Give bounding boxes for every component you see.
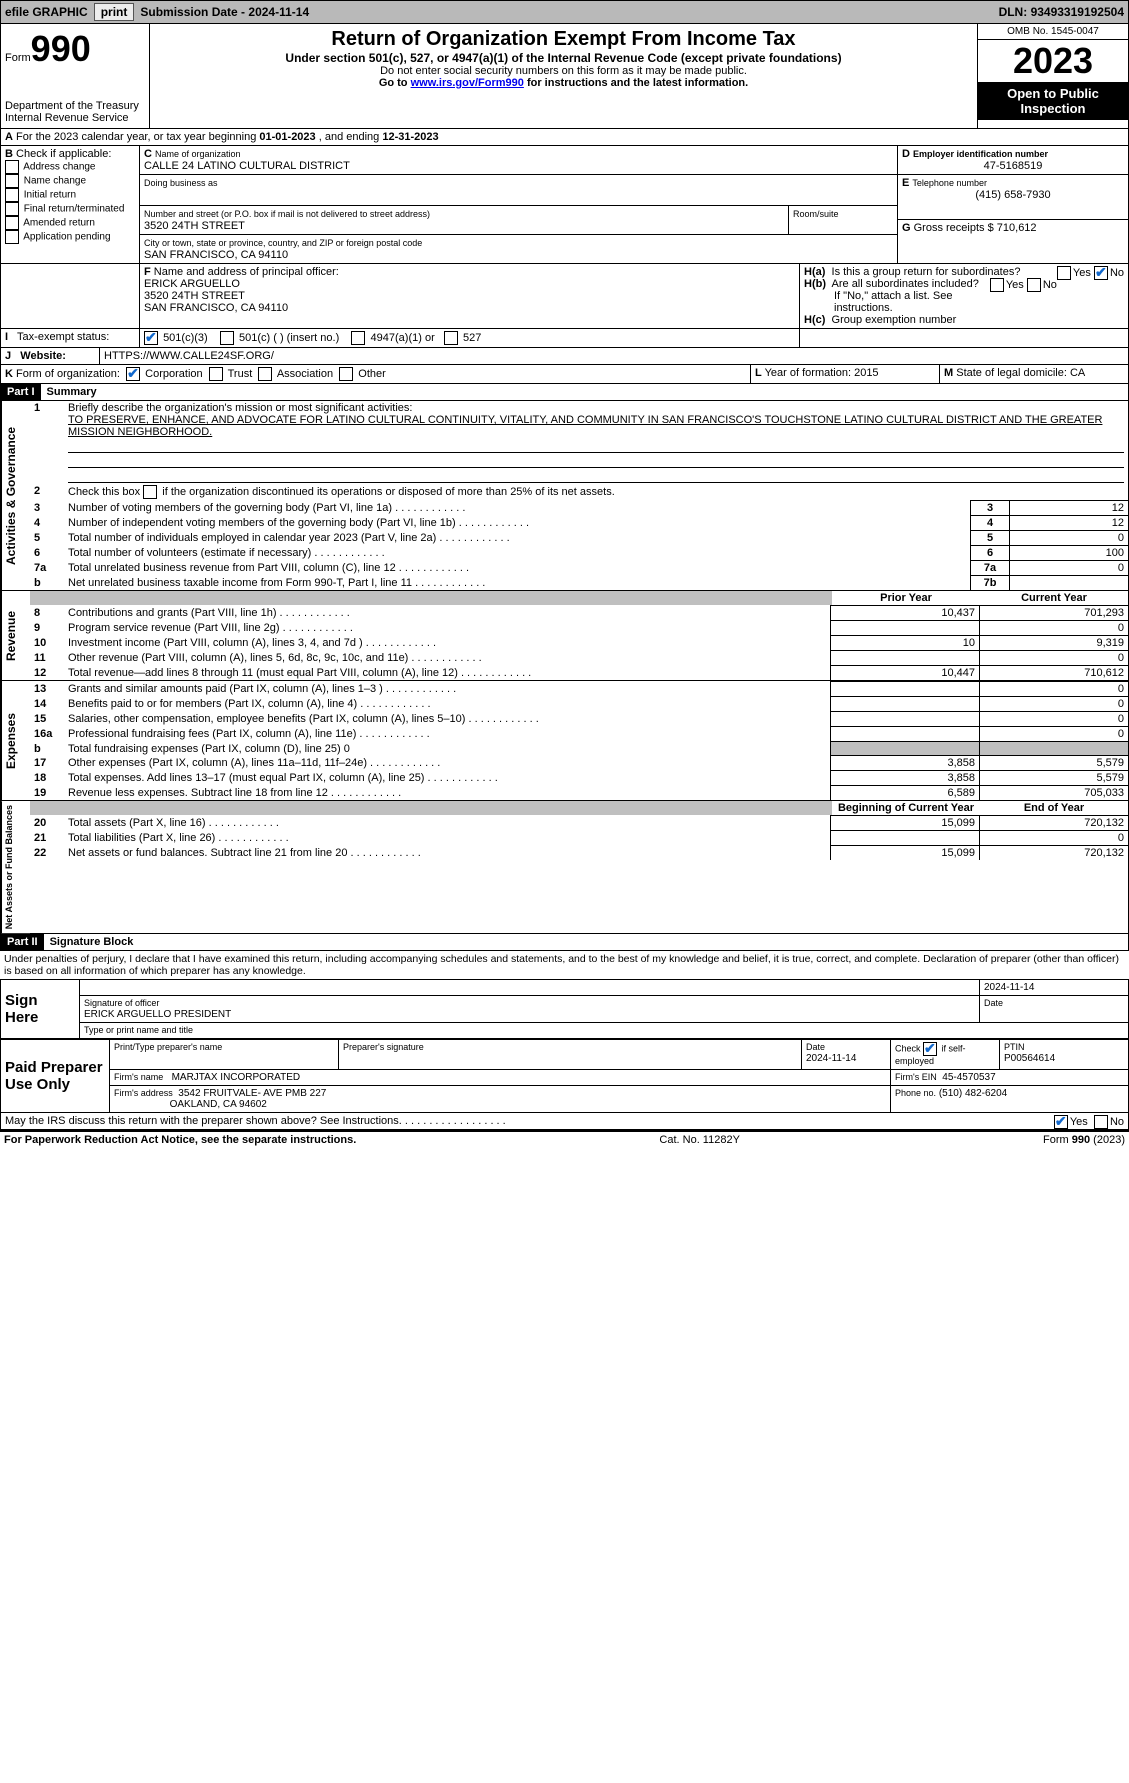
signature-table: Sign Here 2024-11-14 Signature of office… [0,979,1129,1039]
checkbox-amended-return[interactable]: Amended return [5,216,135,230]
checkbox-initial-return[interactable]: Initial return [5,188,135,202]
section-bcdefg: B Check if applicable: Address change Na… [0,146,1129,264]
firm-address: 3542 FRUITVALE- AVE PMB 227 [178,1088,326,1099]
subtitle: Under section 501(c), 527, or 4947(a)(1)… [154,51,973,65]
discontinued-checkbox[interactable] [143,485,157,499]
section-a: A For the 2023 calendar year, or tax yea… [0,129,1129,146]
ptin: P00564614 [1004,1053,1055,1064]
501c-checkbox[interactable] [220,331,234,345]
end-year-header: End of Year [980,801,1128,815]
section-klm: K Form of organization: Corporation Trus… [0,365,1129,384]
expenses-section: Expenses 13Grants and similar amounts pa… [0,681,1129,801]
ssn-note: Do not enter social security numbers on … [154,65,973,77]
ha-yes-checkbox[interactable] [1057,266,1071,280]
assoc-checkbox[interactable] [258,367,272,381]
irs-label: Internal Revenue Service [5,112,145,124]
discuss-yes-checkbox[interactable] [1054,1115,1068,1129]
section-i: I Tax-exempt status: 501(c)(3) 501(c) ( … [0,329,1129,348]
topbar: efile GRAPHIC print Submission Date - 20… [0,0,1129,24]
check-applicable: Check if applicable: [16,148,111,160]
self-employed-checkbox[interactable] [923,1042,937,1056]
other-checkbox[interactable] [339,367,353,381]
dept-treasury: Department of the Treasury [5,100,145,112]
section-fh: F Name and address of principal officer:… [0,264,1129,329]
goto-note: Go to www.irs.gov/Form990 for instructio… [154,77,973,89]
firm-ein: 45-4570537 [942,1072,995,1083]
main-title: Return of Organization Exempt From Incom… [154,28,973,51]
form-footer-label: Form 990 (2023) [1043,1134,1125,1146]
ein: 47-5168519 [902,160,1124,172]
tax-year: 2023 [978,40,1128,82]
print-button[interactable]: print [94,3,135,21]
ha-no-checkbox[interactable] [1094,266,1108,280]
form-header: Form990 Department of the Treasury Inter… [0,24,1129,129]
revenue-label: Revenue [1,591,30,680]
4947-checkbox[interactable] [351,331,365,345]
sig-date: 2024-11-14 [980,980,1129,996]
corp-checkbox[interactable] [126,367,140,381]
revenue-section: Revenue Prior YearCurrent Year 8Contribu… [0,591,1129,681]
form-label: Form [5,52,31,64]
mission-text: TO PRESERVE, ENHANCE, AND ADVOCATE FOR L… [68,414,1102,438]
501c3-checkbox[interactable] [144,331,158,345]
officer-signature-name: ERICK ARGUELLO PRESIDENT [84,1009,231,1020]
city-state-zip: SAN FRANCISCO, CA 94110 [144,249,288,261]
part-i-header: Part ISummary [0,384,1129,401]
hb-yes-checkbox[interactable] [990,278,1004,292]
state-domicile: CA [1070,367,1085,379]
website-url[interactable]: HTTPS://WWW.CALLE24SF.ORG/ [100,348,1128,364]
dln: DLN: 93493319192504 [995,5,1128,19]
checkbox-final-return-terminated[interactable]: Final return/terminated [5,202,135,216]
hb-no-checkbox[interactable] [1027,278,1041,292]
sign-here-label: Sign Here [1,980,80,1039]
prior-year-header: Prior Year [832,591,980,605]
street-address: 3520 24TH STREET [144,220,245,232]
page-footer: For Paperwork Reduction Act Notice, see … [0,1130,1129,1148]
org-name: CALLE 24 LATINO CULTURAL DISTRICT [144,160,350,172]
current-year-header: Current Year [980,591,1128,605]
open-to-public: Open to Public Inspection [978,82,1128,120]
discuss-no-checkbox[interactable] [1094,1115,1108,1129]
form-number: 990 [31,28,91,69]
checkbox-list: Address change Name change Initial retur… [5,160,135,244]
checkbox-name-change[interactable]: Name change [5,174,135,188]
activities-label: Activities & Governance [1,401,30,590]
beginning-year-header: Beginning of Current Year [832,801,980,815]
firm-phone: (510) 482-6204 [939,1088,1007,1099]
part-ii-header: Part IISignature Block [0,934,1129,951]
telephone: (415) 658-7930 [902,189,1124,201]
irs-link[interactable]: www.irs.gov/Form990 [411,77,524,89]
firm-name: MARJTAX INCORPORATED [172,1072,301,1083]
expenses-label: Expenses [1,681,30,800]
preparer-table: Paid Preparer Use Only Print/Type prepar… [0,1039,1129,1113]
paid-preparer-label: Paid Preparer Use Only [1,1040,110,1113]
gross-receipts: 710,612 [997,222,1037,234]
section-j: J Website: HTTPS://WWW.CALLE24SF.ORG/ [0,348,1129,365]
submission-date: Submission Date - 2024-11-14 [136,5,313,19]
efile-label: efile GRAPHIC [1,5,92,19]
527-checkbox[interactable] [444,331,458,345]
year-formation: 2015 [854,367,878,379]
omb-number: OMB No. 1545-0047 [978,24,1128,40]
officer-name: ERICK ARGUELLO [144,278,240,290]
net-assets-section: Net Assets or Fund Balances Beginning of… [0,801,1129,934]
activities-governance: Activities & Governance 1Briefly describ… [0,401,1129,591]
checkbox-address-change[interactable]: Address change [5,160,135,174]
net-assets-label: Net Assets or Fund Balances [1,801,30,933]
declaration-text: Under penalties of perjury, I declare th… [0,951,1129,979]
discuss-row: May the IRS discuss this return with the… [0,1113,1129,1130]
checkbox-application-pending[interactable]: Application pending [5,230,135,244]
trust-checkbox[interactable] [209,367,223,381]
